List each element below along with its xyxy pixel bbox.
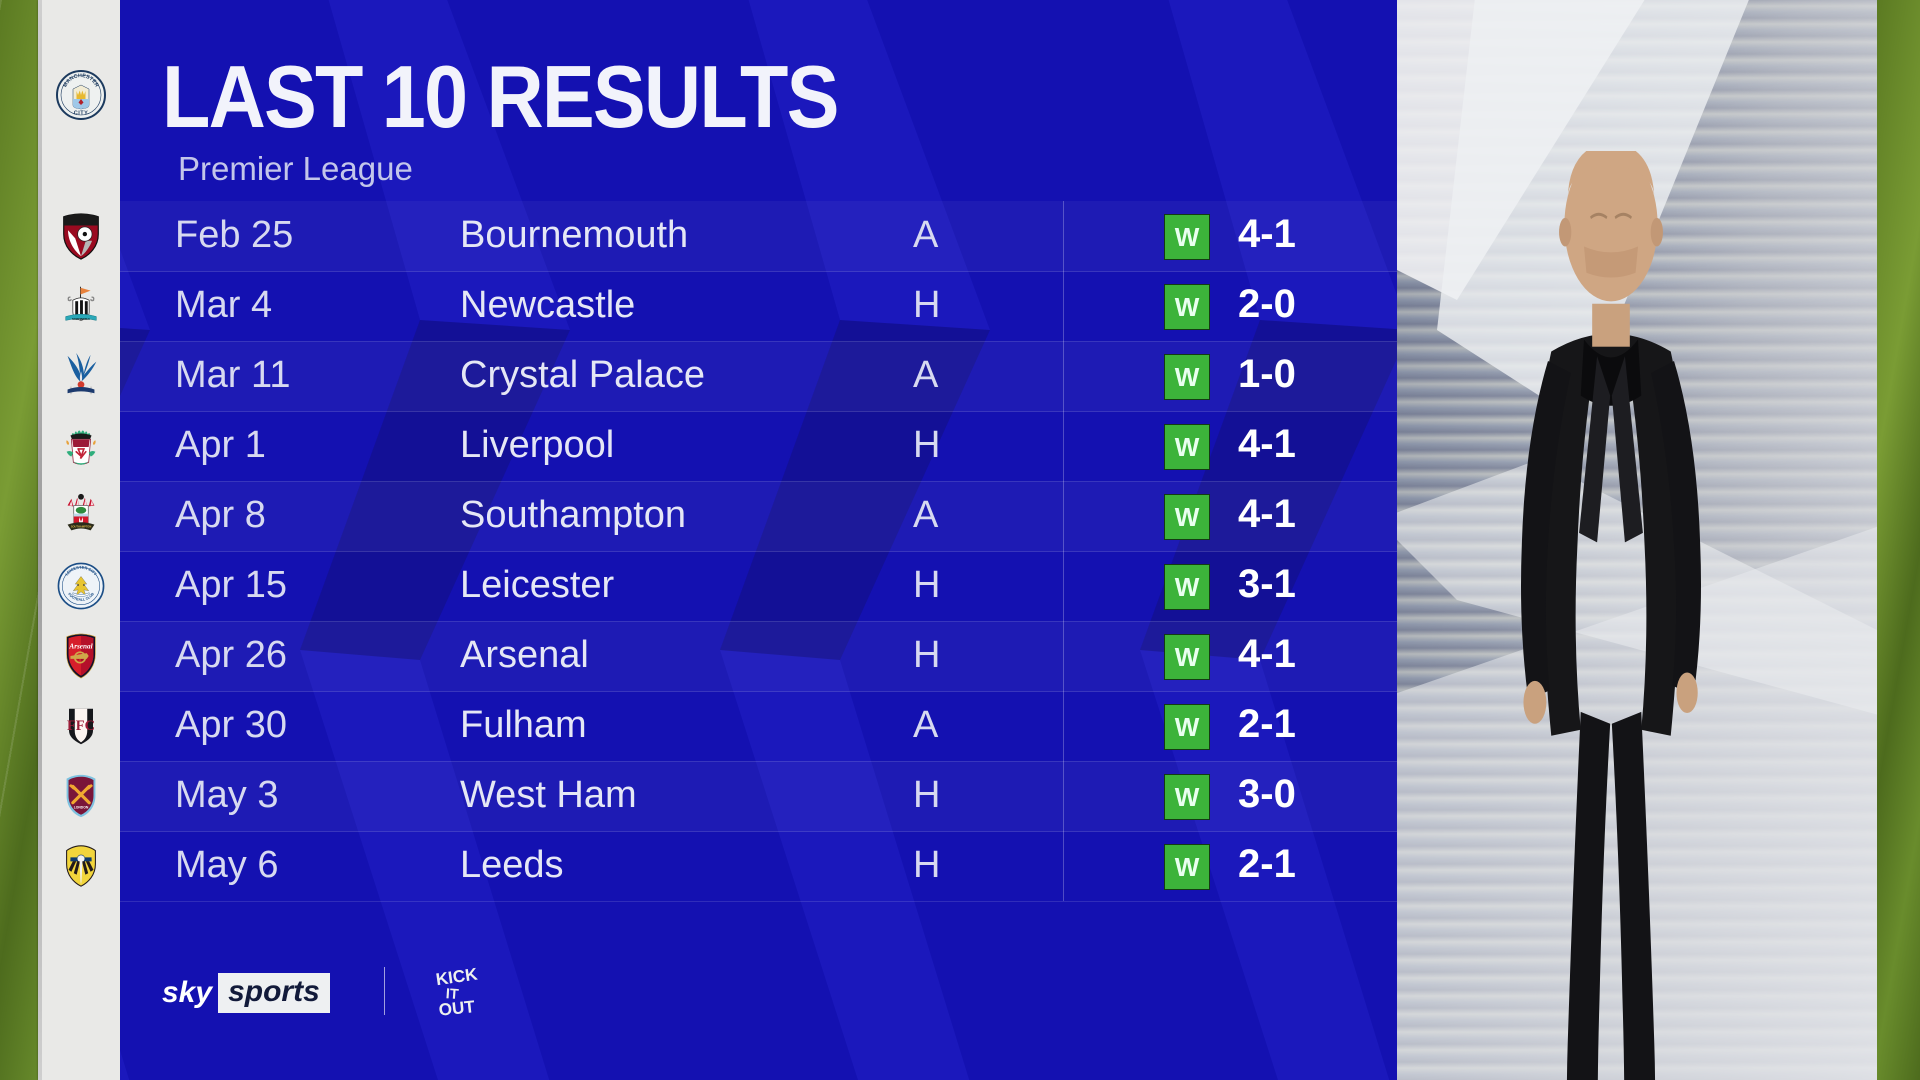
svg-text:SOUTHAMPTON: SOUTHAMPTON — [71, 525, 92, 529]
svg-text:OUT: OUT — [438, 997, 476, 1020]
svg-text:FFC: FFC — [67, 718, 95, 734]
svg-text:LONDON: LONDON — [74, 805, 89, 809]
svg-text:Arsenal: Arsenal — [68, 642, 92, 650]
svg-text:CITY: CITY — [74, 111, 89, 117]
svg-text:NEWCASTLE: NEWCASTLE — [72, 317, 90, 321]
svg-text:KICK: KICK — [435, 965, 480, 989]
